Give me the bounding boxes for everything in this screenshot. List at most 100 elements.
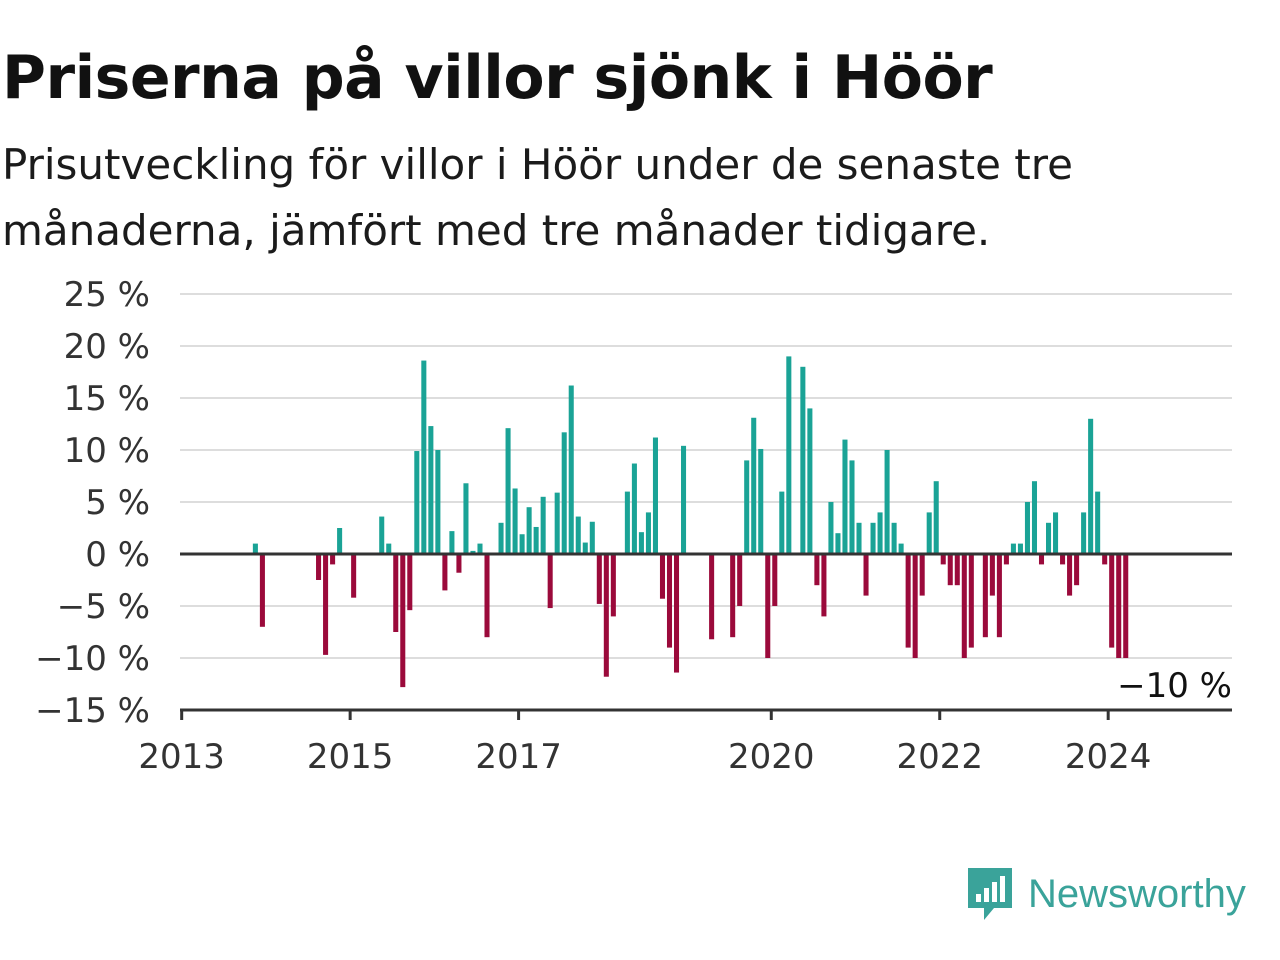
bar [526,507,532,554]
bar [982,554,988,638]
bar [919,554,925,596]
bar [484,554,490,638]
bar [954,554,960,586]
bar [765,554,771,658]
bar [316,554,322,580]
bar [470,550,476,554]
bar [1067,554,1073,596]
y-tick-label: 20 % [64,327,150,367]
bar [1003,554,1009,565]
bar [624,491,630,554]
bar [786,356,792,554]
bar [252,543,258,554]
bar [519,534,525,554]
bar [463,483,469,554]
bar [947,554,953,586]
x-tick-label: 2015 [307,737,394,777]
bar [814,554,820,586]
bar [744,460,750,554]
x-tick-label: 2013 [138,737,225,777]
bar [821,554,827,617]
bar [772,554,778,606]
bar [659,554,666,599]
bar [673,554,680,673]
bar [681,445,687,554]
bar [400,554,406,688]
bar [758,448,764,554]
bar [428,426,434,554]
bar [1074,554,1080,586]
bar [996,554,1002,638]
bar [870,522,876,554]
bar [1060,554,1066,565]
x-axis-ticks: 2013 2015 2017 2020 2022 2024 [138,710,1151,777]
bar [421,360,427,554]
bar [1088,418,1094,554]
bar [449,531,455,554]
bar [645,512,651,554]
y-tick-label: 0 % [85,535,150,575]
chart-subtitle: Prisutveckling för villor i Höör under d… [2,140,1073,255]
bar [603,554,609,677]
bar [1109,554,1115,648]
bar [835,533,841,554]
bar-chart: 25 % 20 % 15 % 10 % 5 % 0 % −5 % −10 % −15 % 201… [35,275,1232,777]
bar [842,439,848,554]
bar [1010,543,1016,554]
bar [1046,522,1052,554]
bar [456,554,462,573]
newsworthy-logo-icon [968,868,1012,920]
bar [540,496,546,554]
bar [1017,543,1023,554]
bar [1053,512,1059,554]
bar [386,543,392,554]
bar [596,554,602,604]
bar [1024,502,1030,554]
bar [610,554,616,617]
bar [498,522,504,554]
bar [968,554,974,648]
bar [828,502,834,554]
bar [351,554,357,598]
bar [1095,491,1101,554]
bar [1116,554,1122,658]
x-tick-label: 2024 [1065,737,1152,777]
x-tick-label: 2020 [728,737,815,777]
bar [1123,554,1129,658]
bar [533,526,539,554]
bar [435,450,441,554]
bar [561,432,567,554]
brand-name: Newsworthy [1028,871,1246,916]
y-tick-label: −5 % [57,587,150,627]
y-tick-label: 15 % [64,379,150,419]
bar [1031,481,1038,554]
axes [180,552,1232,712]
bar [554,492,560,554]
bar [582,542,588,554]
bar [905,554,911,648]
bar [638,532,644,554]
y-tick-label: 25 % [64,275,150,315]
y-tick-label: −15 % [35,691,150,731]
bar [779,491,785,554]
last-value-label: −10 % [1117,666,1232,706]
bar [800,366,806,554]
bar [379,516,385,554]
bar [989,554,995,596]
bar [589,521,595,554]
bar [863,554,869,596]
bar [884,450,890,554]
bar [337,528,343,554]
bar [1038,554,1045,565]
bar [568,385,574,554]
bar [961,554,967,658]
bar [940,554,946,565]
bars [252,356,1129,688]
bar [737,554,743,606]
bar [849,460,855,554]
brand-logo: Newsworthy [964,864,1246,924]
bar [393,554,399,632]
bar [631,463,637,554]
grid-lines [180,293,1232,659]
bar [891,522,897,554]
